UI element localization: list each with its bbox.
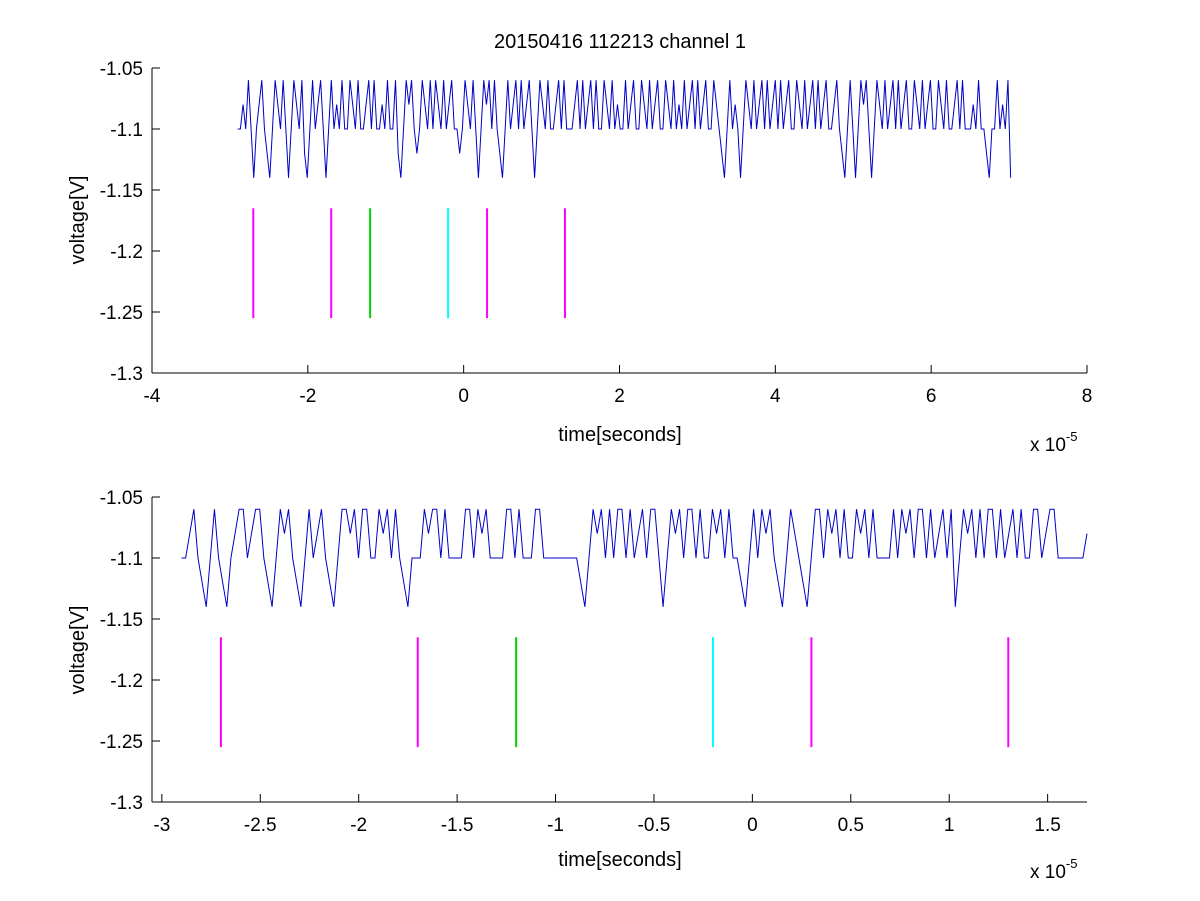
x-tick-label: 2 xyxy=(614,386,625,407)
top-ylabel: voltage[V] xyxy=(67,176,89,265)
bottom-axes: -3 -2.5 -2 -1.5 -1 -0.5 0 0.5 1 1.5 -1.3 -1.25 -1.2 -… xyxy=(100,488,1087,836)
bottom-signal-series xyxy=(181,508,1088,607)
top-signal-series xyxy=(237,80,1012,178)
signal-line xyxy=(237,80,1012,178)
y-tick-label: -1.25 xyxy=(100,303,143,324)
y-tick-label: -1.05 xyxy=(100,59,143,80)
x-tick-label: 1 xyxy=(944,815,955,836)
y-tick-label: -1.1 xyxy=(110,120,143,141)
y-tick-label: -1.2 xyxy=(110,242,143,263)
y-tick-label: -1.15 xyxy=(100,181,143,202)
x-tick-label: 6 xyxy=(926,386,937,407)
x-tick-label: 8 xyxy=(1082,386,1093,407)
bottom-plot: -3 -2.5 -2 -1.5 -1 -0.5 0 0.5 1 1.5 -1.3 -1.25 -1.2 -… xyxy=(67,488,1088,883)
chart-title: 20150416 112213 channel 1 xyxy=(494,31,746,53)
bottom-x-multiplier: x 10-5 xyxy=(1030,856,1077,883)
x-tick-label: -1.5 xyxy=(441,815,474,836)
top-xlabel: time[seconds] xyxy=(558,424,681,446)
x-tick-label: -2.5 xyxy=(244,815,277,836)
x-tick-label: 1.5 xyxy=(1034,815,1060,836)
y-tick-label: -1.3 xyxy=(110,364,143,385)
top-plot: -4 -2 0 2 4 6 8 -1.3 -1.25 -1.2 -1.15 -1.1 -1.05 tim… xyxy=(67,59,1092,456)
bottom-marker-lines xyxy=(219,637,1010,748)
x-tick-label: 0.5 xyxy=(838,815,864,836)
top-x-multiplier: x 10-5 xyxy=(1030,429,1077,456)
y-tick-label: -1.2 xyxy=(110,671,143,692)
x-tick-label: -0.5 xyxy=(638,815,671,836)
y-tick-label: -1.25 xyxy=(100,732,143,753)
x-tick-label: -3 xyxy=(153,815,170,836)
y-tick-label: -1.1 xyxy=(110,549,143,570)
y-tick-label: -1.05 xyxy=(100,488,143,509)
y-tick-label: -1.3 xyxy=(110,793,143,814)
x-tick-label: 0 xyxy=(747,815,758,836)
top-marker-lines xyxy=(252,208,566,319)
x-tick-label: 4 xyxy=(770,386,781,407)
bottom-xlabel: time[seconds] xyxy=(558,849,681,871)
signal-line xyxy=(181,508,1088,607)
x-tick-label: -2 xyxy=(299,386,316,407)
x-tick-label: -1 xyxy=(547,815,564,836)
x-tick-label: -2 xyxy=(350,815,367,836)
x-tick-label: -4 xyxy=(144,386,161,407)
bottom-ylabel: voltage[V] xyxy=(67,606,89,695)
y-tick-label: -1.15 xyxy=(100,610,143,631)
x-tick-label: 0 xyxy=(458,386,469,407)
top-axes: -4 -2 0 2 4 6 8 -1.3 -1.25 -1.2 -1.15 -1.1 -1.05 xyxy=(100,59,1093,407)
